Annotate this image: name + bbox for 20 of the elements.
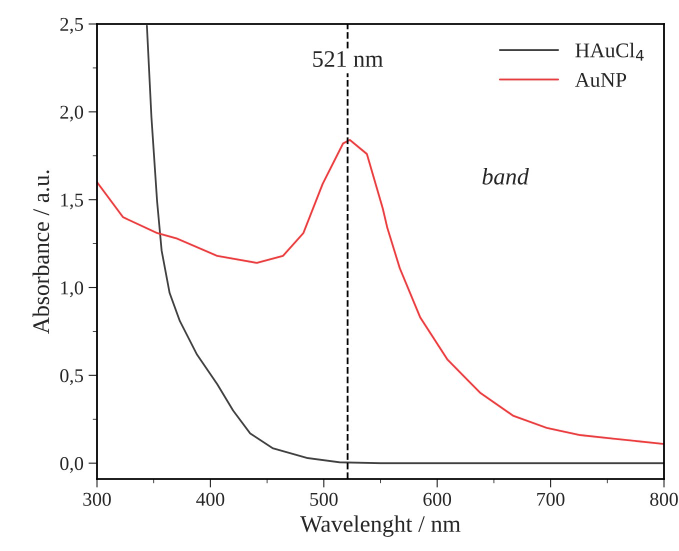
x-tick-label: 600 <box>423 492 452 506</box>
x-tick-label: 700 <box>537 492 564 506</box>
y-tick-label: 2,5 <box>60 18 84 34</box>
line-series <box>146 24 664 464</box>
y-tick-label: 0,0 <box>60 457 84 473</box>
x-tick-label: 300 <box>83 492 111 506</box>
y-tick-label: 2,0 <box>60 106 84 122</box>
x-tick-label: 800 <box>650 492 678 506</box>
x-tick-label: 400 <box>196 492 224 506</box>
x-tick-label: 500 <box>310 492 338 506</box>
y-tick-label: 1,0 <box>61 281 84 298</box>
line-series <box>97 139 664 445</box>
x-axis-title: Wavelenght / nm <box>300 515 460 537</box>
annotation: band <box>482 168 529 185</box>
y-tick-label: 0,5 <box>60 369 84 386</box>
y-tick-label: 1,5 <box>61 194 84 210</box>
legend-label: AuNP <box>575 73 626 87</box>
y-axis-title: Absorbance / a.u. <box>32 170 50 334</box>
ref-line-label: 521 nm <box>313 51 383 67</box>
legend-label: HAuCl$_{4}$ <box>575 42 644 61</box>
